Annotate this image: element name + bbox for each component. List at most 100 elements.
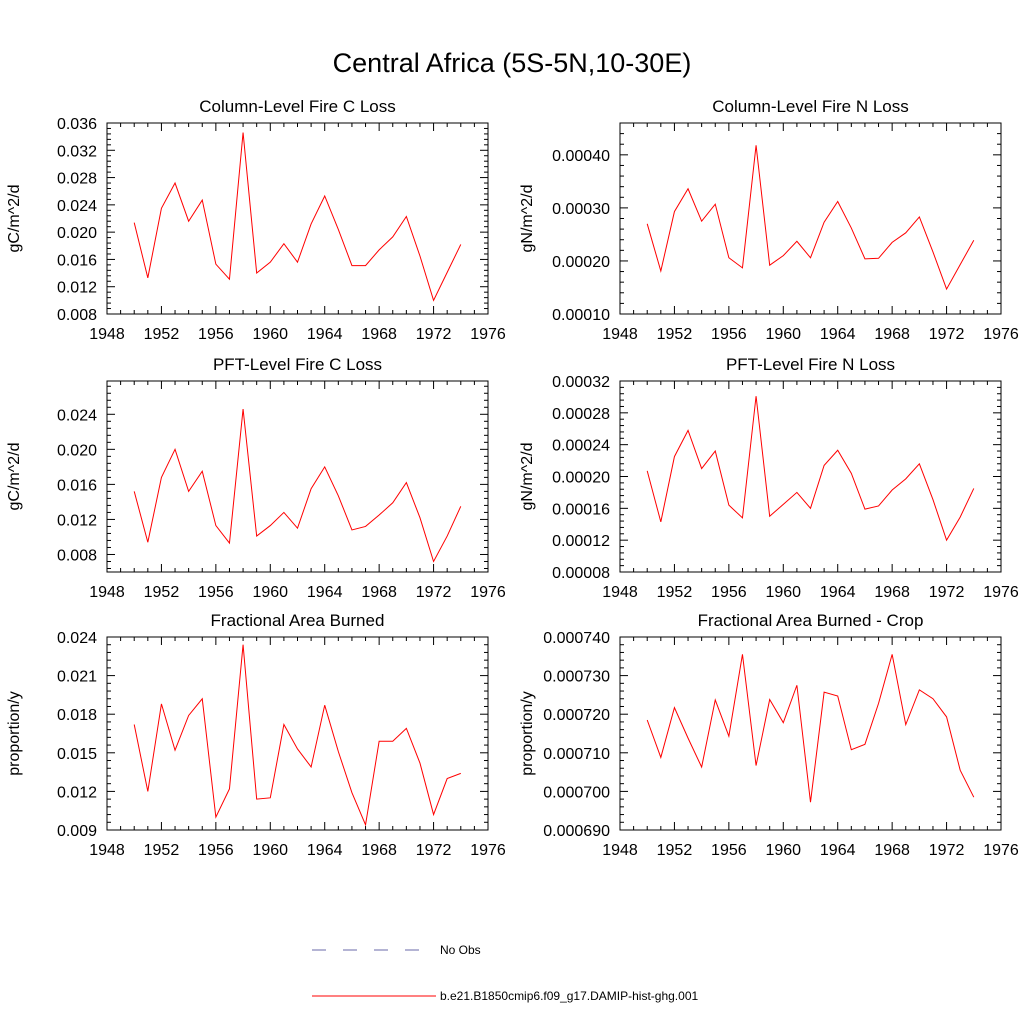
subplot-title: Column-Level Fire N Loss bbox=[712, 97, 909, 116]
y-tick-label: 0.024 bbox=[57, 198, 97, 215]
x-tick-label: 1972 bbox=[416, 842, 452, 859]
chart-panel-4: 1948 1952 1956 1960 1964 1968 1972 1976 0.00008 0… bbox=[519, 355, 1019, 601]
x-tick-label: 1964 bbox=[820, 584, 856, 601]
y-tick-label: 0.018 bbox=[57, 707, 97, 724]
y-tick-label: 0.00024 bbox=[552, 438, 610, 455]
series-line bbox=[133, 132, 462, 302]
x-tick-label: 1956 bbox=[198, 326, 234, 343]
x-tick-label: 1964 bbox=[307, 842, 343, 859]
chart-panel-3: 1948 1952 1956 1960 1964 1968 1972 1976 0.008 0.0… bbox=[6, 355, 506, 601]
legend: No Obs b.e21.B1850cmip6.f09_g17.DAMIP-hi… bbox=[312, 943, 698, 1003]
plot-frame bbox=[106, 380, 489, 573]
y-tick-label: 0.00040 bbox=[552, 148, 610, 165]
figure-title: Central Africa (5S-5N,10-30E) bbox=[332, 48, 692, 78]
x-tick-label: 1968 bbox=[361, 584, 397, 601]
y-tick-label: 0.020 bbox=[57, 225, 97, 242]
y-axis-label: gC/m^2/d bbox=[6, 443, 23, 511]
subplot-title: PFT-Level Fire C Loss bbox=[213, 355, 382, 374]
y-tick-label: 0.000740 bbox=[543, 630, 610, 647]
y-tick-label: 0.000730 bbox=[543, 669, 610, 686]
y-tick-label: 0.000700 bbox=[543, 784, 610, 801]
y-tick-label: 0.008 bbox=[57, 307, 97, 324]
legend-label-no-obs: No Obs bbox=[440, 943, 481, 957]
y-tick-label: 0.012 bbox=[57, 784, 97, 801]
x-tick-label: 1948 bbox=[602, 326, 638, 343]
subplot-title: Fractional Area Burned bbox=[211, 611, 385, 630]
x-tick-label: 1976 bbox=[983, 584, 1019, 601]
y-tick-label: 0.016 bbox=[57, 252, 97, 269]
x-tick-label: 1964 bbox=[307, 584, 343, 601]
x-tick-label: 1952 bbox=[144, 326, 180, 343]
y-axis-label: gC/m^2/d bbox=[6, 185, 23, 253]
y-tick-label: 0.024 bbox=[57, 630, 97, 647]
x-tick-label: 1968 bbox=[361, 842, 397, 859]
x-tick-label: 1948 bbox=[89, 326, 125, 343]
y-tick-label: 0.020 bbox=[57, 442, 97, 459]
plot-frame bbox=[106, 636, 489, 831]
y-tick-label: 0.00028 bbox=[552, 406, 610, 423]
chart-panel-5: 1948 1952 1956 1960 1964 1968 1972 1976 0.009 0.0… bbox=[6, 611, 506, 859]
x-tick-label: 1960 bbox=[252, 842, 288, 859]
x-tick-label: 1976 bbox=[470, 584, 506, 601]
y-tick-label: 0.015 bbox=[57, 746, 97, 763]
y-axis-label: gN/m^2/d bbox=[519, 443, 536, 511]
y-tick-label: 0.021 bbox=[57, 669, 97, 686]
x-tick-label: 1964 bbox=[820, 326, 856, 343]
plot-frame bbox=[106, 122, 489, 315]
chart-panel-2: 1948 1952 1956 1960 1964 1968 1972 1976 0.00010 0… bbox=[519, 97, 1019, 343]
y-tick-label: 0.008 bbox=[57, 547, 97, 564]
y-tick-label: 0.016 bbox=[57, 477, 97, 494]
y-tick-label: 0.012 bbox=[57, 280, 97, 297]
x-tick-label: 1948 bbox=[602, 842, 638, 859]
x-tick-label: 1960 bbox=[252, 584, 288, 601]
x-tick-label: 1952 bbox=[144, 842, 180, 859]
subplot-title: PFT-Level Fire N Loss bbox=[726, 355, 895, 374]
x-tick-label: 1976 bbox=[470, 326, 506, 343]
x-tick-label: 1960 bbox=[765, 584, 801, 601]
x-tick-label: 1964 bbox=[820, 842, 856, 859]
y-axis-label: gN/m^2/d bbox=[519, 185, 536, 253]
y-axis-label: proportion/y bbox=[519, 691, 536, 776]
x-tick-label: 1976 bbox=[470, 842, 506, 859]
chart-panel-1: 1948 1952 1956 1960 1964 1968 1972 1976 0.008 0.0… bbox=[6, 97, 506, 343]
series-line bbox=[133, 408, 462, 563]
x-tick-label: 1964 bbox=[307, 326, 343, 343]
subplot-title: Fractional Area Burned - Crop bbox=[698, 611, 924, 630]
x-tick-label: 1972 bbox=[929, 842, 965, 859]
y-tick-label: 0.00032 bbox=[552, 374, 610, 391]
y-tick-label: 0.000720 bbox=[543, 707, 610, 724]
plot-frame bbox=[619, 380, 1002, 573]
x-tick-label: 1968 bbox=[874, 842, 910, 859]
x-tick-label: 1952 bbox=[144, 584, 180, 601]
legend-label-model: b.e21.B1850cmip6.f09_g17.DAMIP-hist-ghg.… bbox=[440, 989, 698, 1003]
x-tick-label: 1976 bbox=[983, 326, 1019, 343]
x-tick-label: 1960 bbox=[765, 842, 801, 859]
x-tick-label: 1960 bbox=[252, 326, 288, 343]
x-tick-label: 1968 bbox=[874, 584, 910, 601]
x-tick-label: 1952 bbox=[657, 842, 693, 859]
x-tick-label: 1968 bbox=[874, 326, 910, 343]
y-tick-label: 0.00020 bbox=[552, 254, 610, 271]
x-tick-label: 1956 bbox=[711, 584, 747, 601]
series-line bbox=[646, 145, 975, 291]
y-tick-label: 0.024 bbox=[57, 407, 97, 424]
y-tick-label: 0.032 bbox=[57, 143, 97, 160]
y-tick-label: 0.000710 bbox=[543, 746, 610, 763]
series-line bbox=[133, 644, 461, 827]
y-tick-label: 0.00008 bbox=[552, 565, 610, 582]
x-tick-label: 1972 bbox=[416, 584, 452, 601]
y-tick-label: 0.00020 bbox=[552, 470, 610, 487]
x-tick-label: 1948 bbox=[89, 584, 125, 601]
series-line bbox=[646, 654, 975, 803]
y-tick-label: 0.036 bbox=[57, 116, 97, 133]
x-tick-label: 1948 bbox=[89, 842, 125, 859]
x-tick-label: 1956 bbox=[198, 584, 234, 601]
y-tick-label: 0.012 bbox=[57, 512, 97, 529]
x-tick-label: 1956 bbox=[711, 842, 747, 859]
plot-frame bbox=[619, 122, 1002, 315]
x-tick-label: 1956 bbox=[711, 326, 747, 343]
y-tick-label: 0.00030 bbox=[552, 201, 610, 218]
y-tick-label: 0.00010 bbox=[552, 307, 610, 324]
y-tick-label: 0.028 bbox=[57, 171, 97, 188]
